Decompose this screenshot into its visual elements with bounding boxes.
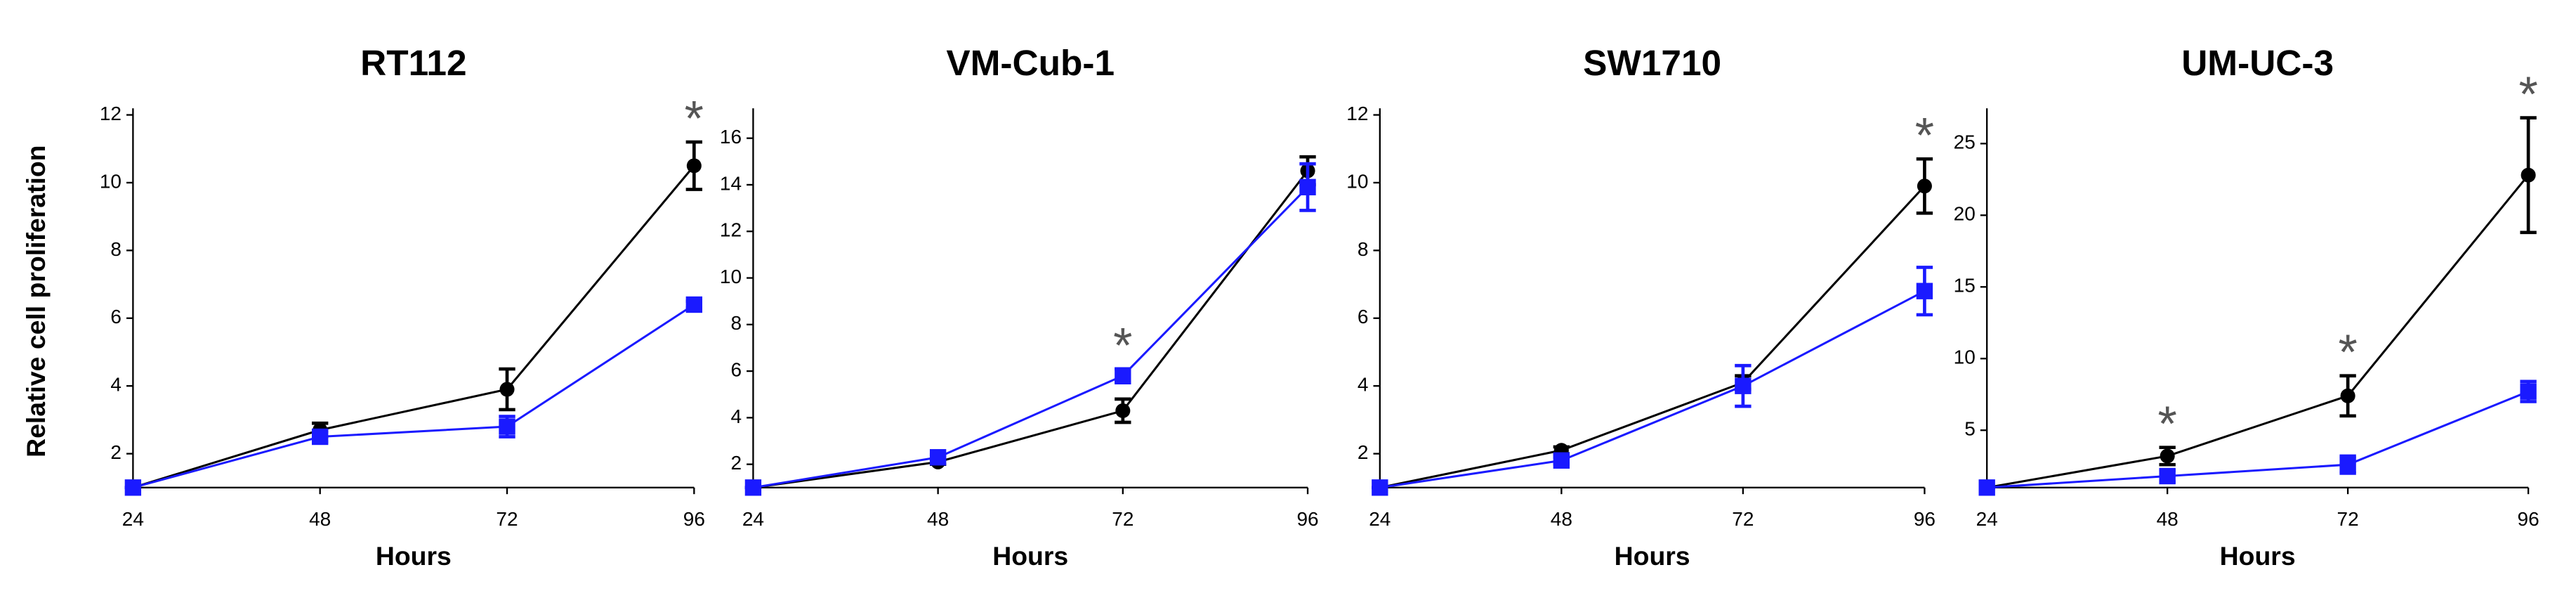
x-tick-label: 24 [1976, 508, 1998, 530]
marker [1115, 403, 1131, 418]
x-axis-label: Hours [992, 541, 1068, 571]
y-tick-label: 4 [730, 405, 742, 427]
y-tick-label: 4 [110, 374, 121, 396]
y-tick-label: 14 [720, 172, 742, 194]
x-tick-label: 48 [2157, 508, 2179, 530]
x-tick-label: 96 [1296, 508, 1318, 530]
y-axis-label: Relative cell proliferation [21, 145, 51, 457]
x-tick-label: 96 [683, 508, 705, 530]
x-axis-label: Hours [376, 541, 452, 571]
significance-star: * [2338, 325, 2357, 379]
y-tick-label: 8 [1358, 238, 1369, 260]
x-axis-label: Hours [2220, 541, 2296, 571]
significance-star: * [1113, 318, 1132, 372]
y-tick-label: 10 [720, 266, 742, 287]
marker [744, 479, 762, 496]
marker [1372, 479, 1388, 496]
y-tick-label: 12 [720, 219, 742, 241]
y-tick-label: 12 [1346, 103, 1368, 124]
significance-star: * [2158, 396, 2177, 451]
marker [312, 428, 329, 446]
x-tick-label: 24 [1369, 508, 1391, 530]
x-tick-label: 24 [122, 508, 144, 530]
y-tick-label: 4 [1358, 374, 1369, 396]
chart-title: VM-Cub-1 [946, 42, 1115, 83]
y-tick-label: 6 [110, 306, 121, 327]
marker [2521, 167, 2536, 183]
y-tick-label: 8 [730, 312, 742, 334]
y-tick-label: 10 [100, 170, 121, 192]
marker [2159, 467, 2176, 485]
series-line [753, 186, 1309, 489]
marker [686, 158, 702, 174]
y-tick-label: 12 [100, 103, 121, 124]
series-line [753, 170, 1309, 489]
series-line [1379, 290, 1926, 489]
y-tick-label: 2 [730, 452, 742, 474]
significance-star: * [1915, 108, 1934, 163]
marker [1735, 377, 1752, 394]
marker [2339, 456, 2356, 473]
series-line [132, 304, 695, 489]
series-line [132, 164, 695, 489]
marker [1553, 452, 1570, 469]
marker [685, 296, 703, 313]
y-tick-label: 20 [1954, 203, 1976, 225]
x-tick-label: 72 [496, 508, 518, 530]
marker [499, 418, 515, 435]
x-tick-label: 48 [1551, 508, 1572, 530]
y-tick-label: 16 [720, 126, 742, 148]
y-tick-label: 8 [110, 238, 121, 260]
marker [1978, 479, 1995, 496]
series-line [1987, 390, 2529, 489]
marker [2520, 383, 2537, 400]
significance-star: * [2518, 67, 2537, 122]
y-tick-label: 5 [1964, 418, 1976, 440]
x-tick-label: 72 [1732, 508, 1754, 530]
y-tick-label: 2 [1358, 441, 1369, 463]
x-tick-label: 72 [1112, 508, 1133, 530]
x-tick-label: 72 [2337, 508, 2359, 530]
marker [2160, 448, 2175, 464]
x-tick-label: 48 [927, 508, 949, 530]
y-tick-label: 10 [1346, 170, 1368, 192]
x-axis-label: Hours [1615, 541, 1690, 571]
x-tick-label: 48 [309, 508, 331, 530]
chart-title: UM-UC-3 [2181, 42, 2334, 83]
x-tick-label: 24 [742, 508, 764, 530]
marker [499, 382, 515, 397]
y-tick-label: 10 [1954, 346, 1976, 368]
marker [124, 479, 142, 496]
series-line [1986, 174, 2530, 489]
chart-title: RT112 [360, 42, 466, 83]
marker [929, 449, 947, 466]
x-tick-label: 96 [1914, 508, 1936, 530]
marker [2340, 388, 2355, 403]
y-tick-label: 6 [730, 359, 742, 381]
y-tick-label: 6 [1358, 306, 1369, 327]
chart-title: SW1710 [1583, 42, 1721, 83]
y-tick-label: 25 [1954, 131, 1976, 153]
marker [1115, 368, 1131, 384]
x-tick-label: 96 [2518, 508, 2539, 530]
marker [1299, 178, 1316, 195]
y-tick-label: 2 [110, 441, 121, 463]
significance-star: * [685, 91, 704, 146]
marker [1916, 282, 1933, 299]
series-line [1379, 185, 1926, 489]
y-tick-label: 15 [1954, 275, 1976, 297]
marker [1917, 178, 1932, 194]
